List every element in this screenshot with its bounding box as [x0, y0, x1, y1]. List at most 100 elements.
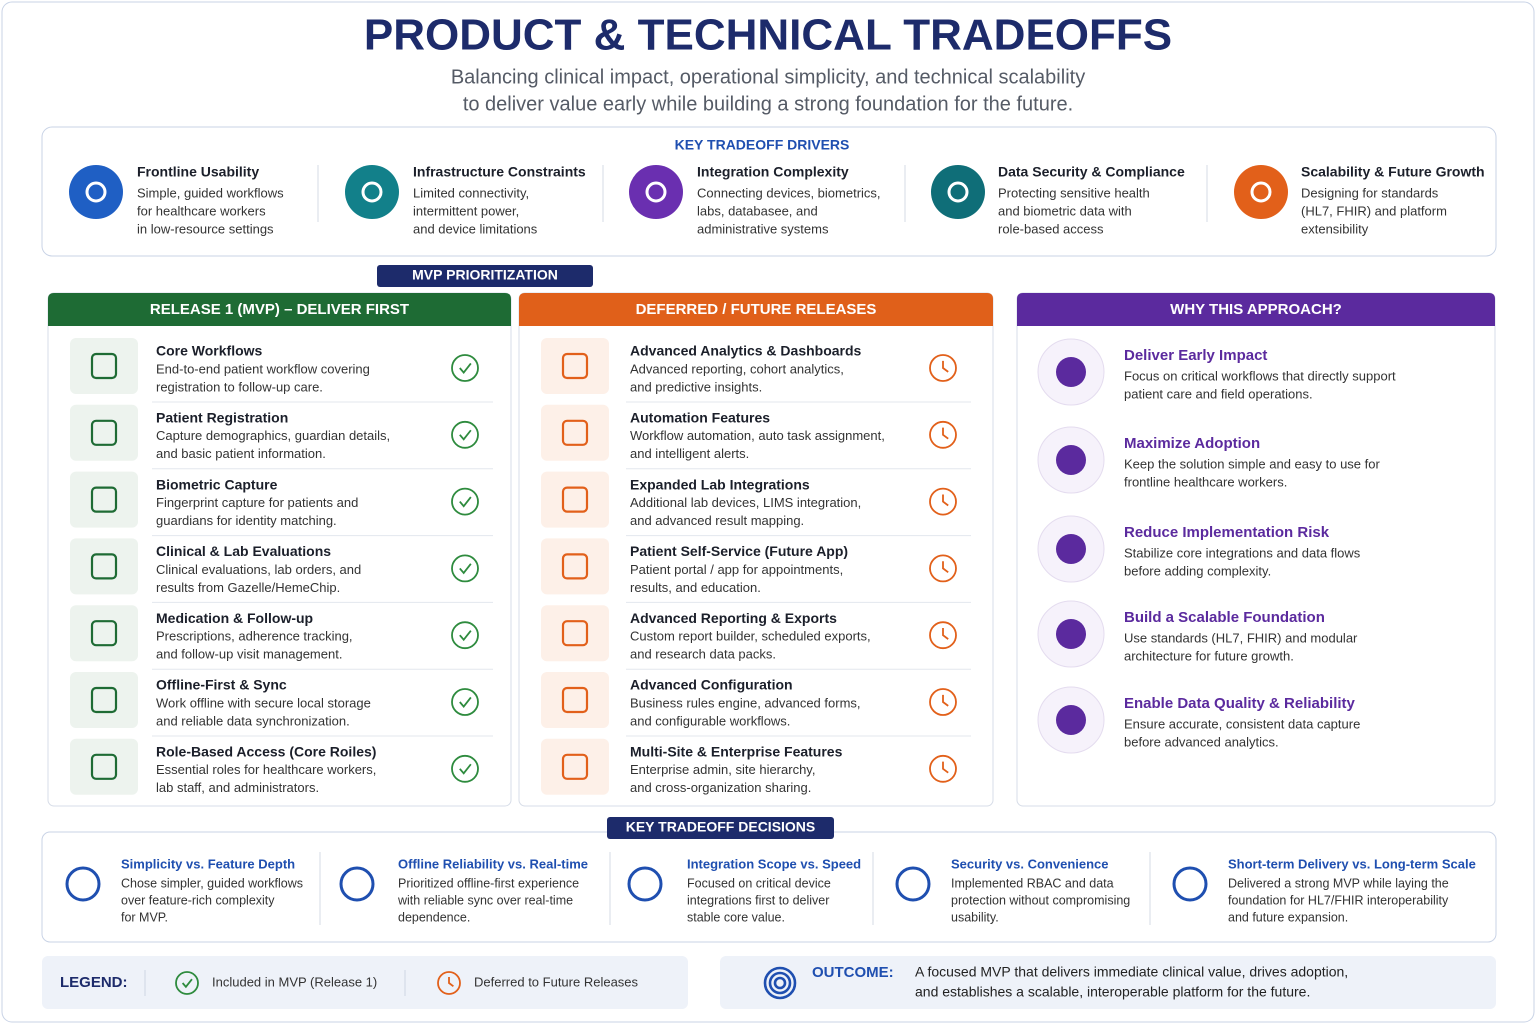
why-desc: before adding complexity.: [1124, 563, 1271, 578]
release1-header: [48, 293, 511, 326]
check-mark: [459, 763, 472, 775]
why-desc: before advanced analytics.: [1124, 734, 1279, 749]
subtitle: Balancing clinical impact, operational s…: [451, 66, 1085, 88]
item-glyph: [561, 352, 589, 380]
item-desc: lab staff, and administrators.: [156, 780, 319, 795]
why-title: Build a Scalable Foundation: [1124, 609, 1325, 626]
decision-desc: foundation for HL7/FHIR interoperability: [1228, 893, 1449, 907]
item-desc: Fingerprint capture for patients and: [156, 495, 358, 510]
item-icon-box: [541, 471, 609, 528]
outcome-text: A focused MVP that delivers immediate cl…: [915, 964, 1348, 980]
clock-hands: [942, 761, 949, 774]
item-desc: and cross-organization sharing.: [630, 780, 811, 795]
why-title: Enable Data Quality & Reliability: [1124, 695, 1356, 712]
why-desc: Use standards (HL7, FHIR) and modular: [1124, 630, 1358, 645]
legend-included: Included in MVP (Release 1): [212, 974, 377, 989]
mvp-label-bg: [377, 265, 593, 287]
item-glyph: [90, 620, 118, 647]
item-title: Advanced Configuration: [630, 677, 793, 693]
decision-desc: Implemented RBAC and data: [951, 876, 1114, 890]
item-desc: Essential roles for healthcare workers,: [156, 762, 376, 777]
why-desc: Stabilize core integrations and data flo…: [1124, 545, 1361, 560]
item-icon-box: [70, 605, 138, 662]
driver-desc: in low-resource settings: [137, 221, 274, 236]
driver-title: Integration Complexity: [697, 164, 849, 180]
clock-icon: [437, 971, 461, 995]
driver-glyph: [85, 181, 107, 203]
item-title: Patient Registration: [156, 410, 288, 426]
item-title: Offline-First & Sync: [156, 677, 287, 693]
item-desc: Advanced reporting, cohort analytics,: [630, 361, 844, 376]
decision-desc: Chose simpler, guided workflows: [121, 876, 303, 890]
item-glyph: [561, 553, 589, 580]
deferred-heading: DEFERRED / FUTURE RELEASES: [636, 301, 877, 318]
clock-hands: [942, 561, 949, 574]
item-desc: End-to-end patient workflow covering: [156, 361, 370, 376]
driver-desc: labs, databasee, and: [697, 203, 818, 218]
why-title: Deliver Early Impact: [1124, 347, 1267, 364]
drivers-box: [41, 126, 1497, 257]
outcome-text: and establishes a scalable, interoperabl…: [915, 984, 1310, 1000]
why-desc: architecture for future growth.: [1124, 648, 1294, 663]
driver-desc: Protecting sensitive health: [998, 185, 1150, 200]
decision-desc: usability.: [951, 910, 999, 924]
driver-desc: Designing for standards: [1301, 185, 1439, 200]
item-glyph: [90, 352, 118, 380]
decision-desc: stable core value.: [687, 910, 785, 924]
check-icon: [175, 971, 199, 995]
item-glyph: [90, 686, 118, 714]
driver-desc: extensibility: [1301, 221, 1369, 236]
decision-icon: [627, 866, 663, 902]
driver-desc: intermittent power,: [413, 203, 519, 218]
decision-title: Integration Scope vs. Speed: [687, 856, 861, 871]
item-glyph: [90, 486, 118, 513]
decision-icon: [1172, 866, 1208, 902]
why-title: Maximize Adoption: [1124, 435, 1260, 452]
driver-icon: [345, 165, 399, 219]
driver-desc: administrative systems: [697, 221, 829, 236]
item-glyph: [90, 553, 118, 580]
item-desc: and research data packs.: [630, 647, 776, 662]
decisions-heading: KEY TRADEOFF DECISIONS: [626, 819, 816, 835]
driver-glyph: [947, 181, 969, 203]
item-icon-box: [541, 605, 609, 662]
item-icon-box: [541, 672, 609, 728]
item-desc: Patient portal / app for appointments,: [630, 562, 843, 577]
item-desc: registration to follow-up care.: [156, 379, 323, 394]
clock-icon: [929, 554, 957, 583]
item-title: Multi-Site & Enterprise Features: [630, 744, 843, 760]
item-desc: Custom report builder, scheduled exports…: [630, 629, 871, 644]
decision-icon: [895, 866, 931, 902]
item-icon-box: [70, 338, 138, 394]
item-glyph: [561, 753, 589, 780]
check-icon: [451, 354, 479, 382]
driver-desc: role-based access: [998, 221, 1104, 236]
clock-hands: [942, 427, 949, 440]
check-icon: [451, 688, 479, 716]
item-title: Biometric Capture: [156, 476, 278, 492]
check-mark: [459, 496, 472, 508]
item-icon-box: [70, 538, 138, 595]
decision-desc: for MVP.: [121, 910, 168, 924]
clock-icon: [929, 688, 957, 716]
outcome-label: OUTCOME:: [812, 964, 894, 981]
why-desc: Ensure accurate, consistent data capture: [1124, 716, 1360, 731]
item-glyph: [561, 686, 589, 714]
why-title: Reduce Implementation Risk: [1124, 524, 1330, 541]
check-mark: [181, 978, 193, 989]
release1-heading: RELEASE 1 (MVP) – DELIVER FIRST: [150, 301, 409, 318]
decision-desc: Focused on critical device: [687, 876, 831, 890]
decision-icon: [65, 866, 101, 902]
subtitle: to deliver value early while building a …: [463, 93, 1073, 115]
decision-icon: [339, 866, 375, 902]
drivers-heading: KEY TRADEOFF DRIVERS: [675, 137, 850, 153]
item-glyph: [90, 753, 118, 780]
clock-hands: [942, 360, 949, 373]
item-desc: and configurable workflows.: [630, 713, 790, 728]
item-desc: and basic patient information.: [156, 446, 326, 461]
item-title: Advanced Analytics & Dashboards: [630, 343, 862, 359]
driver-desc: Limited connectivity,: [413, 185, 529, 200]
decision-title: Offline Reliability vs. Real-time: [398, 856, 588, 871]
item-title: Advanced Reporting & Exports: [630, 610, 837, 626]
legend-box: [42, 956, 688, 1009]
